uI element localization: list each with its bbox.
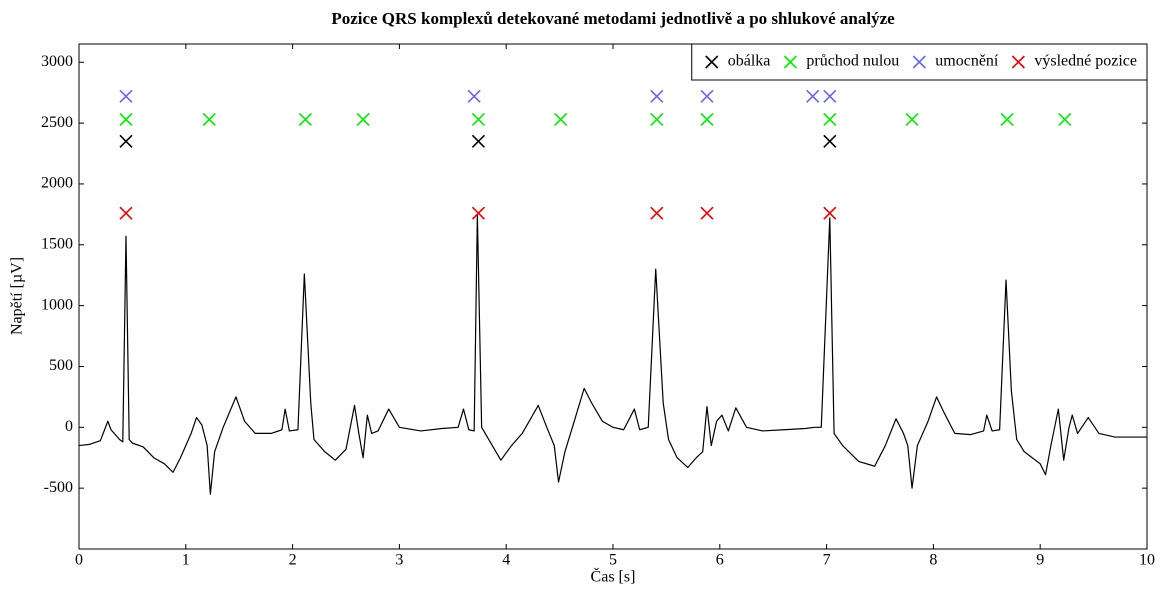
x-marker	[823, 206, 837, 220]
x-tick-label: 10	[1139, 552, 1155, 569]
ecg-line	[78, 213, 1147, 495]
y-tick-label: 1500	[41, 235, 73, 252]
x-tick-label: 5	[609, 552, 617, 569]
x-tick-label: 4	[502, 552, 510, 569]
x-marker	[823, 89, 837, 103]
x-tick-label: 3	[395, 552, 403, 569]
x-marker	[700, 112, 714, 127]
x-marker	[700, 89, 714, 103]
x-marker	[700, 206, 714, 220]
legend-label: umocnění	[935, 53, 999, 70]
legend-marker	[783, 55, 797, 69]
x-tick-label: 1	[182, 552, 190, 569]
x-marker	[650, 206, 664, 220]
legend-marker	[705, 55, 719, 69]
legend-label: průchod nulou	[806, 53, 899, 70]
y-tick-label: 0	[65, 418, 73, 435]
x-marker	[554, 112, 568, 127]
x-marker	[905, 112, 919, 127]
x-marker	[119, 112, 133, 127]
x-tick-label: 0	[75, 552, 83, 569]
x-marker	[471, 112, 485, 127]
x-marker	[823, 112, 837, 127]
x-marker	[1000, 112, 1014, 127]
y-axis-label: Napětí [µV]	[9, 257, 26, 335]
y-tick-label: 500	[49, 357, 73, 374]
legend-label: obálka	[728, 53, 771, 70]
y-tick-label: 2500	[41, 114, 73, 131]
x-marker	[119, 89, 133, 103]
x-axis-label: Čas [s]	[591, 567, 636, 586]
legend-label: výsledné pozice	[1034, 53, 1137, 70]
x-tick-label: 2	[289, 552, 297, 569]
y-tick-label: -500	[44, 479, 73, 496]
x-tick-label: 7	[823, 552, 831, 569]
x-tick-label: 8	[929, 552, 937, 569]
x-marker	[1058, 112, 1072, 127]
x-marker	[823, 134, 837, 148]
x-marker	[650, 89, 664, 103]
x-marker	[119, 206, 133, 220]
legend-marker	[912, 55, 926, 69]
x-marker	[650, 112, 664, 127]
x-tick-label: 6	[716, 552, 724, 569]
x-marker	[467, 89, 481, 103]
y-tick-label: 2000	[41, 175, 73, 192]
x-marker	[202, 112, 216, 127]
y-tick-label: 3000	[41, 53, 73, 70]
x-marker	[806, 89, 820, 103]
x-marker	[356, 112, 370, 127]
x-marker	[298, 112, 312, 127]
legend-marker	[1011, 55, 1025, 69]
y-tick-label: 1000	[41, 296, 73, 313]
x-marker	[119, 134, 133, 148]
x-marker	[471, 206, 485, 220]
legend: obálka průchod nulou umocnění výsledné pozi…	[691, 43, 1148, 81]
x-marker	[471, 134, 485, 148]
chart-title: Pozice QRS komplexů detekované metodami …	[331, 9, 895, 28]
x-tick-label: 9	[1036, 552, 1044, 569]
